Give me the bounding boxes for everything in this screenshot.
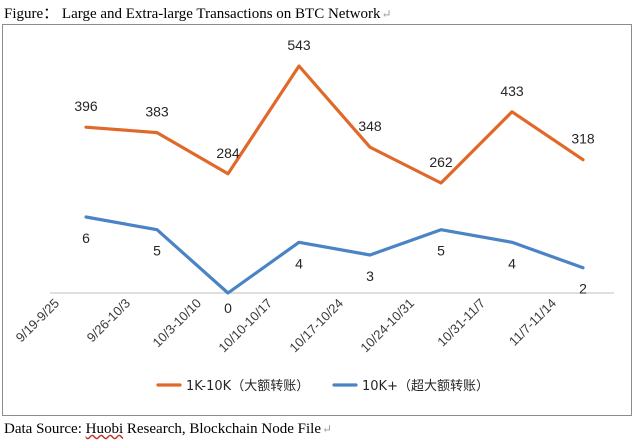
- x-tick-layer: 9/19-9/25 9/26-10/3 10/3-10/10 10/10-10/17 1…: [13, 296, 559, 356]
- chart-frame: [2, 24, 632, 416]
- series-2-data-label-3: 0: [224, 300, 232, 316]
- source-paragraph-mark-icon: ↵: [322, 422, 333, 436]
- x-tick-label-1: 9/19-9/25: [13, 296, 62, 345]
- series-2-data-label-4: 4: [295, 255, 303, 271]
- paragraph-mark-icon: ↵: [381, 7, 392, 21]
- data-label-layer: 396 383 284 543 348 262 433 318 6 5 0 4 3 5 4 2: [74, 37, 595, 316]
- series-2-line: [84, 215, 585, 295]
- series-2-data-label-8: 2: [579, 281, 587, 297]
- x-tick-label-8: 11/7-11/14: [506, 296, 559, 349]
- series-1-data-label-8: 318: [571, 131, 595, 147]
- series-1-data-label-4: 543: [287, 37, 311, 53]
- series-1-data-label-2: 383: [145, 104, 169, 120]
- series-2-data-label-7: 4: [508, 255, 516, 271]
- series-2-data-label-2: 5: [153, 243, 161, 259]
- series-2-data-label-6: 5: [437, 243, 445, 259]
- legend-label-1: 1K-10K（大额转账）: [186, 379, 309, 394]
- series-1-data-label-7: 433: [500, 83, 524, 99]
- x-tick-label-6: 10/24-10/31: [357, 296, 417, 356]
- source-suffix: Research, Blockchain Node File: [123, 421, 321, 437]
- series-2-data-label-5: 3: [366, 268, 374, 284]
- x-tick-label-7: 10/31-11/7: [434, 296, 488, 350]
- figure-title: Figure： Large and Extra-large Transactio…: [4, 2, 392, 23]
- series-layer: [84, 64, 585, 295]
- x-tick-label-3: 10/3-10/10: [150, 296, 205, 351]
- series-1-data-label-6: 262: [429, 154, 453, 170]
- legend: 1K-10K（大额转账） 10K+（超大额转账）: [156, 379, 489, 394]
- series-2-data-label-1: 6: [82, 230, 90, 246]
- x-tick-label-2: 9/26-10/3: [84, 296, 133, 345]
- source-prefix: Data Source:: [4, 421, 86, 437]
- figure-title-text: Figure： Large and Extra-large Transactio…: [4, 6, 381, 22]
- source-highlighted-word: Huobi: [85, 421, 124, 437]
- x-tick-label-5: 10/17-10/24: [286, 296, 346, 356]
- series-1-data-label-5: 348: [358, 118, 382, 134]
- series-1-data-label-3: 284: [216, 145, 240, 161]
- series-1-data-label-1: 396: [74, 98, 98, 114]
- series-1-line: [84, 64, 585, 185]
- legend-label-2: 10K+（超大额转账）: [362, 379, 489, 394]
- data-source: Data Source: Huobi Research, Blockchain …: [4, 421, 332, 438]
